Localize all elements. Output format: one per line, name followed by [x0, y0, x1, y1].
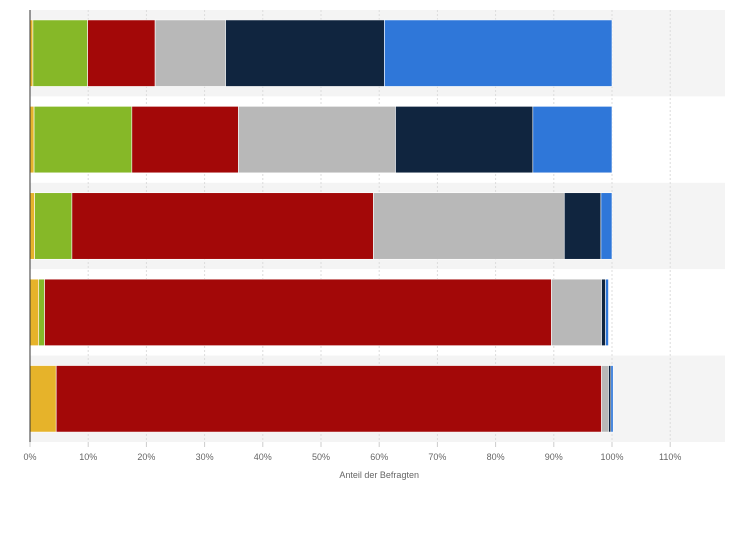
bar-segment-6[interactable] [600, 192, 613, 260]
x-axis-title: Anteil der Befragten [339, 470, 419, 480]
axes: 0% 10% 20% 30% 40% 50% 60% 70% 80% 90% 100% 110% [23, 10, 681, 462]
bar-segment-1[interactable] [29, 278, 40, 346]
bar-segment-5[interactable] [395, 106, 534, 174]
bar-segment-4[interactable] [551, 278, 602, 346]
bar-segment-6[interactable] [384, 19, 613, 87]
bar-segment-6[interactable] [605, 278, 609, 346]
x-tick-label: 60% [370, 452, 388, 462]
bar-segment-1[interactable] [29, 365, 57, 433]
bar-segment-2[interactable] [33, 106, 133, 174]
bar-segment-4[interactable] [373, 192, 565, 260]
bar-segment-5[interactable] [225, 19, 385, 87]
x-tick-label: 30% [196, 452, 214, 462]
x-tick-label: 20% [137, 452, 155, 462]
bar-segment-1[interactable] [29, 192, 35, 260]
x-tick-label: 90% [545, 452, 563, 462]
bar-segment-4[interactable] [154, 19, 226, 87]
bar-segment-4[interactable] [601, 365, 609, 433]
bar-segment-2[interactable] [34, 192, 73, 260]
bar-segment-5[interactable] [601, 278, 606, 346]
bar-segment-2[interactable] [38, 278, 45, 346]
x-tick-label: 80% [487, 452, 505, 462]
bar-segment-1[interactable] [29, 106, 35, 174]
bar-segment-3[interactable] [71, 192, 374, 260]
bar-segment-5[interactable] [563, 192, 602, 260]
bar-segment-2[interactable] [32, 19, 88, 87]
x-tick-label: 100% [600, 452, 623, 462]
x-tick-label: 10% [79, 452, 97, 462]
bar-segment-5[interactable] [608, 365, 612, 433]
bar-segment-6[interactable] [532, 106, 613, 174]
x-tick-label: 0% [23, 452, 36, 462]
bars [29, 19, 614, 433]
bar-segment-6[interactable] [610, 365, 614, 433]
x-tick-label: 70% [428, 452, 446, 462]
bar-segment-3[interactable] [87, 19, 156, 87]
bar-segment-4[interactable] [238, 106, 396, 174]
bar-segment-3[interactable] [44, 278, 552, 346]
bar-segment-3[interactable] [55, 365, 602, 433]
bar-segment-3[interactable] [131, 106, 239, 174]
x-tick-label: 50% [312, 452, 330, 462]
x-tick-label: 40% [254, 452, 272, 462]
x-tick-label: 110% [659, 452, 681, 462]
